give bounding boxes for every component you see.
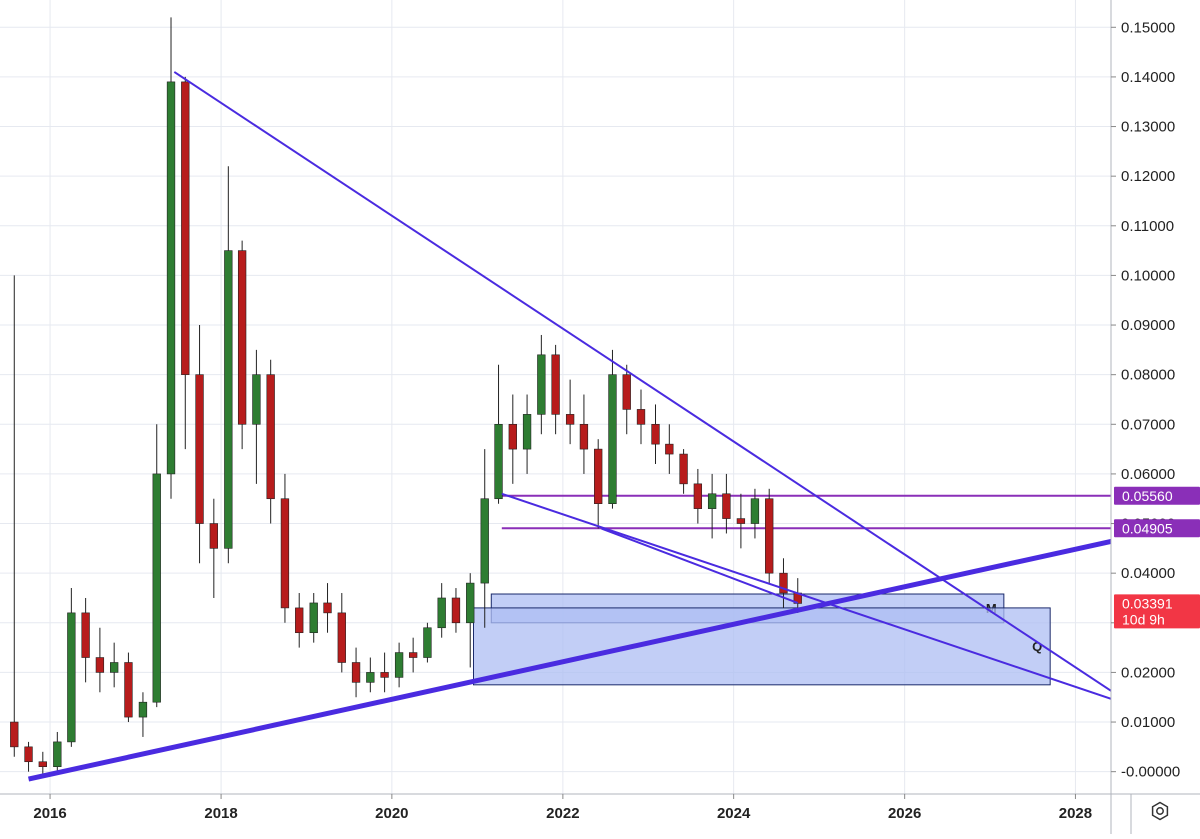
candle-body xyxy=(323,602,332,614)
y-axis: 0.15000 0.14000 0.13000 0.12000 0.11000 0.100… xyxy=(1111,19,1200,781)
candle-body xyxy=(195,374,204,524)
level-tag-label: 0.04905 xyxy=(1122,520,1173,536)
candle-body xyxy=(736,518,746,524)
level-tag-label: 0.05560 xyxy=(1122,488,1173,504)
candle-body xyxy=(651,423,660,445)
candle-body xyxy=(665,443,674,455)
candle-body xyxy=(237,250,247,425)
candle-body xyxy=(679,453,688,485)
x-tick-label: 2020 xyxy=(375,805,408,822)
x-tick-label: 2028 xyxy=(1059,805,1092,822)
candle-body xyxy=(608,374,617,504)
candle-body xyxy=(110,662,119,673)
y-tick-label: 0.13000 xyxy=(1121,119,1175,136)
y-tick-label: 0.02000 xyxy=(1121,664,1175,681)
candle-body xyxy=(53,741,62,768)
trendline xyxy=(501,492,1111,700)
y-tick-label: -0.00000 xyxy=(1121,764,1180,781)
y-tick-label: 0.10000 xyxy=(1121,267,1175,284)
candle-body xyxy=(181,81,190,375)
candle-body xyxy=(750,498,760,524)
candle-body xyxy=(466,582,475,624)
y-tick-label: 0.12000 xyxy=(1121,168,1175,185)
candle-body xyxy=(351,662,361,683)
x-tick-label: 2024 xyxy=(717,805,751,822)
candle-body xyxy=(508,423,517,450)
y-tick-label: 0.01000 xyxy=(1121,714,1175,731)
candle-body xyxy=(38,761,47,768)
candle-body xyxy=(380,672,389,678)
chart-settings-button[interactable] xyxy=(1147,798,1173,824)
y-tick-label: 0.14000 xyxy=(1121,69,1175,86)
candle-body xyxy=(209,523,218,549)
candle-body xyxy=(494,423,503,500)
candle-body xyxy=(24,746,33,763)
candle-body xyxy=(394,652,404,678)
candle-body xyxy=(636,409,646,425)
level-tag xyxy=(1114,519,1200,538)
x-tick-label: 2018 xyxy=(204,805,237,822)
candle-body xyxy=(522,414,532,450)
candle-body xyxy=(138,701,148,718)
settings-icon xyxy=(1151,801,1169,821)
candle-body xyxy=(707,493,717,509)
y-tick-label: 0.15000 xyxy=(1121,19,1175,36)
candle-body xyxy=(693,483,703,509)
plot-area: MQ xyxy=(10,17,1111,782)
candle-body xyxy=(95,657,105,673)
candle-body xyxy=(366,672,375,683)
candle-body xyxy=(295,607,304,634)
zone-label: Q xyxy=(1032,639,1042,654)
candle-body xyxy=(337,612,346,663)
candle-body xyxy=(765,498,774,574)
candle-body xyxy=(124,662,133,718)
y-tick-label: 0.09000 xyxy=(1121,317,1175,334)
x-tick-label: 2026 xyxy=(888,805,921,822)
price-tag-label: 0.03391 xyxy=(1122,595,1173,611)
candle-body xyxy=(166,81,176,475)
candle-body xyxy=(565,414,575,425)
candle-body xyxy=(779,572,788,594)
candle-body xyxy=(480,498,489,584)
y-tick-label: 0.06000 xyxy=(1121,466,1175,483)
y-tick-label: 0.11000 xyxy=(1121,218,1174,235)
candles xyxy=(10,17,802,777)
candle-body xyxy=(594,448,603,504)
candle-body xyxy=(408,652,418,658)
candle-body xyxy=(224,250,233,549)
y-tick-label: 0.07000 xyxy=(1121,416,1175,433)
level-tag xyxy=(1114,486,1200,505)
candle-body xyxy=(67,612,76,743)
price-tag-countdown: 10d 9h xyxy=(1122,611,1165,627)
candle-body xyxy=(266,374,275,500)
x-tick-label: 2016 xyxy=(33,805,66,822)
candle-body xyxy=(537,354,546,415)
candle-body xyxy=(722,493,731,519)
candle-body xyxy=(451,597,461,624)
y-tick-label: 0.04000 xyxy=(1121,565,1175,582)
candle-body xyxy=(309,602,318,634)
candle-body xyxy=(622,374,631,410)
candle-body xyxy=(551,354,560,415)
trendline xyxy=(28,538,1111,782)
candle-body xyxy=(423,627,432,658)
candle-body xyxy=(81,612,90,658)
trendline xyxy=(601,527,799,604)
candle-body xyxy=(10,721,19,748)
candle-body xyxy=(579,423,589,450)
price-tag xyxy=(1114,594,1200,629)
y-tick-label: 0.08000 xyxy=(1121,367,1175,384)
trendline xyxy=(173,71,1111,692)
x-axis: 2016 2018 2020 2022 2024 2026 2028 xyxy=(33,794,1092,822)
x-tick-label: 2022 xyxy=(546,805,579,822)
candle-body xyxy=(280,498,290,609)
candle-body xyxy=(252,374,261,425)
candle-body xyxy=(152,473,161,703)
candle-body xyxy=(437,597,446,629)
